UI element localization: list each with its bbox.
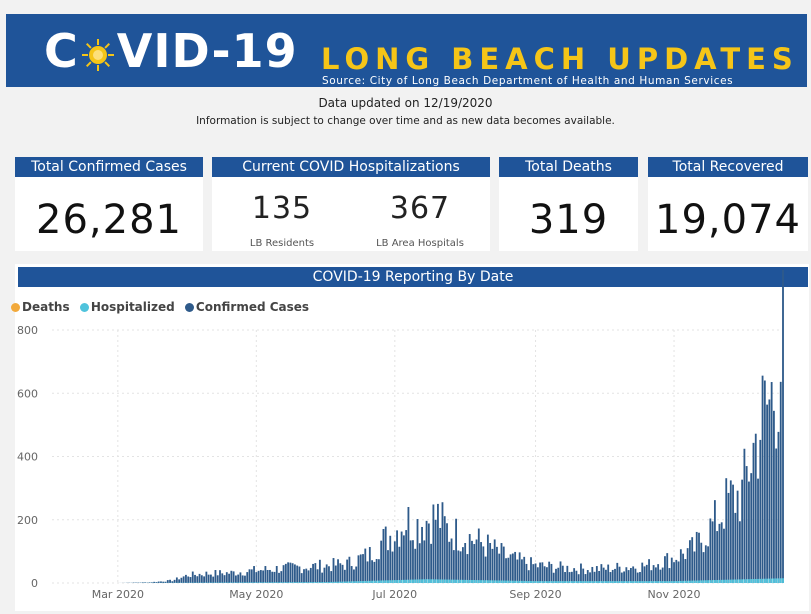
header-banner: C VID-19 LONG BEACH UPDATES Source: City …: [6, 14, 807, 87]
confirmed-cases-label: Total Confirmed Cases: [15, 157, 203, 177]
legend-item-confirmed[interactable]: Confirmed Cases: [184, 300, 310, 314]
covid-19-logo: C VID-19: [44, 24, 298, 78]
legend-item-deaths[interactable]: Deaths: [11, 300, 70, 314]
legend-label-confirmed: Confirmed Cases: [195, 300, 310, 314]
data-updated-text: Data updated on 12/19/2020: [318, 96, 493, 110]
lb-residents-metric: 135 LB Residents: [232, 191, 332, 249]
logo-text: VID-19: [116, 24, 298, 78]
total-recovered-label: Total Recovered: [648, 157, 808, 177]
reporting-chart-panel: COVID-19 Reporting By Date: [15, 264, 809, 611]
legend-label-hospitalized: Hospitalized: [90, 300, 175, 314]
lb-area-hospitals-label: LB Area Hospitals: [376, 238, 464, 249]
hospitalizations-label: Current COVID Hospitalizations: [212, 157, 490, 177]
confirmed-dot-icon: [184, 303, 194, 312]
lb-area-hospitals-value: 367: [389, 191, 451, 226]
banner-source: Source: City of Long Beach Department of…: [322, 75, 734, 87]
hospitalized-dot-icon: [79, 303, 89, 312]
lb-area-hospitals-metric: 367 LB Area Hospitals: [362, 191, 478, 249]
legend-item-hospitalized[interactable]: Hospitalized: [79, 300, 175, 314]
confirmed-cases-value: 26,281: [36, 197, 182, 243]
total-deaths-card: Total Deaths 319: [499, 157, 638, 251]
total-deaths-value: 319: [528, 197, 609, 243]
hospitalizations-card: Current COVID Hospitalizations 135 LB Re…: [212, 157, 490, 251]
deaths-dot-icon: [11, 303, 20, 312]
logo-letter-c: C: [44, 24, 79, 78]
lb-residents-label: LB Residents: [249, 238, 315, 249]
total-recovered-card: Total Recovered 19,074: [648, 157, 808, 251]
legend-label-deaths: Deaths: [22, 300, 70, 314]
sun-icon: [81, 38, 115, 72]
disclaimer-text: Information is subject to change over ti…: [196, 115, 615, 127]
chart-legend: Deaths Hospitalized Confirmed Cases: [11, 300, 315, 314]
lb-residents-value: 135: [251, 191, 313, 226]
banner-title: LONG BEACH UPDATES: [321, 42, 799, 76]
total-recovered-value: 19,074: [655, 197, 801, 243]
chart-title: COVID-19 Reporting By Date: [18, 267, 808, 287]
total-deaths-label: Total Deaths: [499, 157, 638, 177]
confirmed-cases-card: Total Confirmed Cases 26,281: [15, 157, 203, 251]
